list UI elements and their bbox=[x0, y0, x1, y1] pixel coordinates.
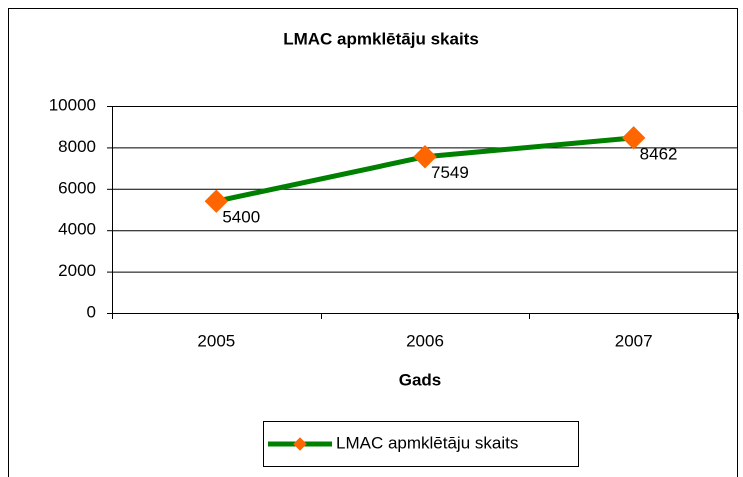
y-tick-label: 0 bbox=[87, 302, 96, 321]
chart-border bbox=[8, 8, 738, 477]
marker bbox=[621, 126, 646, 150]
y-tick-label: 2000 bbox=[58, 261, 96, 280]
data-label: 8462 bbox=[640, 144, 678, 163]
chart-title: LMAC apmklētāju skaits bbox=[283, 29, 479, 48]
marker bbox=[413, 145, 437, 169]
y-tick-label: 8000 bbox=[58, 137, 96, 156]
x-tick-label: 2007 bbox=[615, 331, 653, 350]
data-label: 7549 bbox=[431, 163, 469, 182]
y-tick-label: 4000 bbox=[58, 220, 96, 239]
x-tick-label: 2005 bbox=[197, 331, 235, 350]
x-axis-label: Gads bbox=[399, 370, 442, 389]
y-tick-label: 10000 bbox=[49, 95, 96, 114]
x-tick-label: 2006 bbox=[406, 331, 444, 350]
legend-marker bbox=[293, 437, 307, 451]
y-tick-label: 6000 bbox=[58, 178, 96, 197]
legend-label: LMAC apmklētāju skaits bbox=[336, 433, 518, 452]
data-label: 5400 bbox=[222, 208, 260, 227]
marker bbox=[204, 189, 229, 213]
